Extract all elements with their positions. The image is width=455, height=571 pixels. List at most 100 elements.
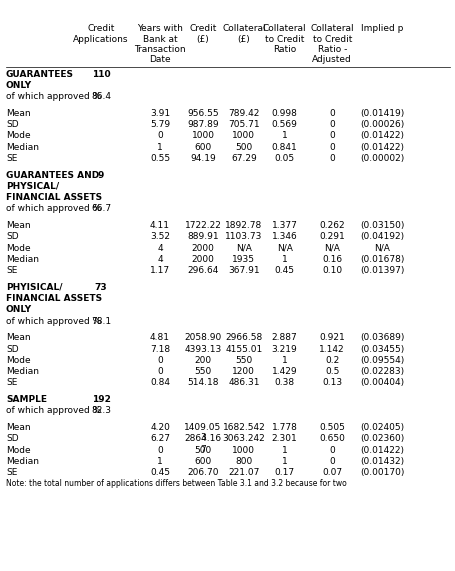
Text: (0.00404): (0.00404) xyxy=(359,379,403,388)
Text: 987.89: 987.89 xyxy=(187,120,218,129)
Text: Mode: Mode xyxy=(6,244,30,252)
Text: 0.07: 0.07 xyxy=(322,468,342,477)
Text: 2058.90: 2058.90 xyxy=(184,333,221,342)
Text: 500: 500 xyxy=(235,143,252,152)
Text: Mode: Mode xyxy=(6,445,30,455)
Text: SE: SE xyxy=(6,468,17,477)
Text: 0: 0 xyxy=(157,367,162,376)
Text: 3063.242: 3063.242 xyxy=(222,434,265,443)
Text: (0.01419): (0.01419) xyxy=(359,108,403,118)
Text: Median: Median xyxy=(6,143,39,152)
Text: 0: 0 xyxy=(329,445,334,455)
Text: 66.7: 66.7 xyxy=(91,204,111,214)
Text: 4393.13: 4393.13 xyxy=(184,344,221,353)
Text: 956.55: 956.55 xyxy=(187,108,218,118)
Text: 9: 9 xyxy=(98,171,104,179)
Text: 0.921: 0.921 xyxy=(318,333,344,342)
Text: 3.91: 3.91 xyxy=(150,108,170,118)
Text: (0.03689): (0.03689) xyxy=(359,333,404,342)
Text: 367.91: 367.91 xyxy=(228,266,259,275)
Text: (0.02405): (0.02405) xyxy=(359,423,403,432)
Text: SAMPLE: SAMPLE xyxy=(6,395,47,404)
Text: 4: 4 xyxy=(157,255,162,264)
Text: GUARANTEES AND
PHYSICAL/
FINANCIAL ASSETS: GUARANTEES AND PHYSICAL/ FINANCIAL ASSET… xyxy=(6,171,102,202)
Text: N/A: N/A xyxy=(276,244,292,252)
Text: 5.79: 5.79 xyxy=(150,120,170,129)
Text: 110: 110 xyxy=(91,70,110,79)
Text: 0.2: 0.2 xyxy=(324,356,339,365)
Text: Median: Median xyxy=(6,457,39,466)
Text: Years with
Bank at
Transaction
Date: Years with Bank at Transaction Date xyxy=(134,24,186,65)
Text: 0: 0 xyxy=(157,445,162,455)
Text: 0.13: 0.13 xyxy=(322,379,342,388)
Text: 1.778: 1.778 xyxy=(271,423,297,432)
Text: 1.17: 1.17 xyxy=(150,266,170,275)
Text: Mean: Mean xyxy=(6,423,30,432)
Text: Collateral
to Credit
Ratio: Collateral to Credit Ratio xyxy=(262,24,306,54)
Text: 1: 1 xyxy=(281,457,287,466)
Text: 94.19: 94.19 xyxy=(190,154,216,163)
Text: 2966.58: 2966.58 xyxy=(225,333,262,342)
Text: Collateral
to Credit
Ratio -
Adjusted: Collateral to Credit Ratio - Adjusted xyxy=(310,24,353,65)
Text: 1.142: 1.142 xyxy=(319,344,344,353)
Text: 800: 800 xyxy=(235,457,252,466)
Text: 0: 0 xyxy=(329,108,334,118)
Text: 1409.05
3: 1409.05 3 xyxy=(184,423,221,443)
Text: 0.998: 0.998 xyxy=(271,108,297,118)
Text: 3.52: 3.52 xyxy=(150,232,170,242)
Text: 4.81: 4.81 xyxy=(150,333,170,342)
Text: 4.11: 4.11 xyxy=(150,221,170,230)
Text: (0.01422): (0.01422) xyxy=(359,131,403,140)
Text: SE: SE xyxy=(6,266,17,275)
Text: 550: 550 xyxy=(235,356,252,365)
Text: 1103.73: 1103.73 xyxy=(225,232,262,242)
Text: 550: 550 xyxy=(194,367,211,376)
Text: 2000: 2000 xyxy=(191,244,214,252)
Text: 0.84: 0.84 xyxy=(150,379,170,388)
Text: Mean: Mean xyxy=(6,221,30,230)
Text: (0.02283): (0.02283) xyxy=(359,367,403,376)
Text: of which approved %: of which approved % xyxy=(6,92,101,101)
Text: SD: SD xyxy=(6,344,19,353)
Text: SE: SE xyxy=(6,154,17,163)
Text: 0: 0 xyxy=(157,356,162,365)
Text: 4.20: 4.20 xyxy=(150,423,170,432)
Text: 1: 1 xyxy=(281,356,287,365)
Text: (0.01432): (0.01432) xyxy=(359,457,403,466)
Text: 0.505: 0.505 xyxy=(318,423,344,432)
Text: 2.887: 2.887 xyxy=(271,333,297,342)
Text: Mode: Mode xyxy=(6,356,30,365)
Text: (0.01422): (0.01422) xyxy=(359,143,403,152)
Text: Mean: Mean xyxy=(6,108,30,118)
Text: 600: 600 xyxy=(194,457,211,466)
Text: Credit
Applications: Credit Applications xyxy=(73,24,129,43)
Text: 1: 1 xyxy=(157,457,162,466)
Text: 0: 0 xyxy=(329,457,334,466)
Text: 1: 1 xyxy=(281,255,287,264)
Text: (0.01397): (0.01397) xyxy=(359,266,404,275)
Text: 73: 73 xyxy=(95,283,107,292)
Text: Note: the total number of applications differs between Table 3.1 and 3.2 because: Note: the total number of applications d… xyxy=(6,480,346,488)
Text: 2000: 2000 xyxy=(191,255,214,264)
Text: 296.64: 296.64 xyxy=(187,266,218,275)
Text: 0.569: 0.569 xyxy=(271,120,297,129)
Text: 221.07: 221.07 xyxy=(228,468,259,477)
Text: N/A: N/A xyxy=(374,244,389,252)
Text: Median: Median xyxy=(6,367,39,376)
Text: (0.00026): (0.00026) xyxy=(359,120,403,129)
Text: 6.27: 6.27 xyxy=(150,434,170,443)
Text: N/A: N/A xyxy=(235,244,251,252)
Text: 0: 0 xyxy=(157,131,162,140)
Text: (0.09554): (0.09554) xyxy=(359,356,403,365)
Text: 1000: 1000 xyxy=(232,131,255,140)
Text: 1935: 1935 xyxy=(232,255,255,264)
Text: 0.841: 0.841 xyxy=(271,143,297,152)
Text: 1.346: 1.346 xyxy=(271,232,297,242)
Text: (0.02360): (0.02360) xyxy=(359,434,403,443)
Text: 0.5: 0.5 xyxy=(324,367,339,376)
Text: Mean: Mean xyxy=(6,333,30,342)
Text: (0.03150): (0.03150) xyxy=(359,221,404,230)
Text: 0.262: 0.262 xyxy=(319,221,344,230)
Text: 2.301: 2.301 xyxy=(271,434,297,443)
Text: 4: 4 xyxy=(157,244,162,252)
